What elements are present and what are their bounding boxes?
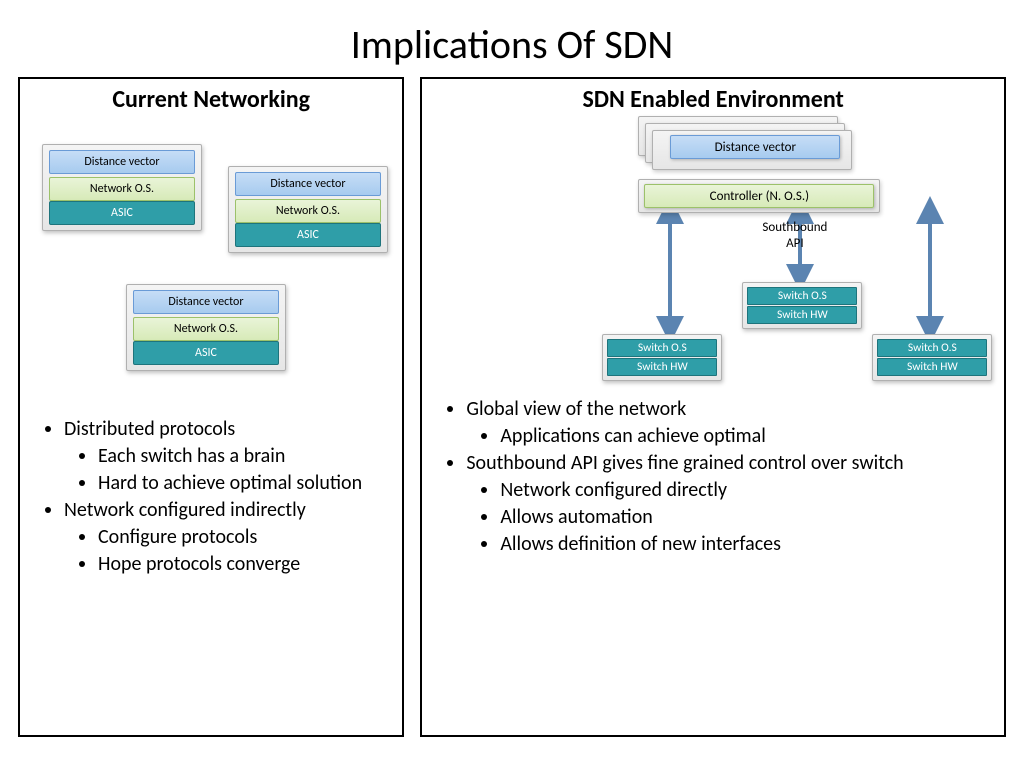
dv-pill: Distance vector	[670, 135, 840, 159]
bullet: Distributed protocolsEach switch has a b…	[64, 416, 392, 497]
dv-row: Distance vector	[235, 172, 381, 196]
sw-hw: Switch HW	[607, 358, 717, 376]
left-diagram: Distance vectorNetwork O.S.ASICDistance …	[30, 126, 392, 416]
sw-hw: Switch HW	[747, 306, 857, 324]
sw-os: Switch O.S	[607, 339, 717, 357]
asic-row: ASIC	[49, 201, 195, 225]
controller-bar: Controller (N. O.S.)	[644, 184, 874, 208]
left-bullets: Distributed protocolsEach switch has a b…	[30, 416, 392, 578]
sw-hw: Switch HW	[877, 358, 987, 376]
sw-os: Switch O.S	[877, 339, 987, 357]
right-bullets: Global view of the networkApplications c…	[432, 396, 994, 558]
sub-bullet: Each switch has a brain	[98, 443, 392, 470]
sub-bullet: Configure protocols	[98, 524, 392, 551]
switch-box: Switch O.SSwitch HW	[872, 334, 992, 381]
left-title: Current Networking	[30, 85, 392, 114]
switch-stack: Distance vector Network O.S.ASIC	[42, 144, 202, 231]
right-panel: SDN Enabled Environment Distance vector C…	[420, 77, 1006, 737]
right-diagram: Distance vector Controller (N. O.S.) South…	[432, 126, 994, 396]
dv-row: Distance vector	[133, 290, 279, 314]
switch-box: Switch O.SSwitch HW	[602, 334, 722, 381]
nos-row: Network O.S.	[235, 199, 381, 223]
nos-row: Network O.S.	[49, 177, 195, 201]
sub-bullet: Allows automation	[500, 504, 994, 531]
bullet: Network configured indirectlyConfigure p…	[64, 497, 392, 578]
switch-stack: Distance vector Network O.S.ASIC	[228, 166, 388, 253]
columns: Current Networking Distance vector Networ…	[0, 77, 1024, 737]
switch-box: Switch O.SSwitch HW	[742, 282, 862, 329]
asic-row: ASIC	[133, 341, 279, 365]
nos-row: Network O.S.	[133, 317, 279, 341]
left-panel: Current Networking Distance vector Networ…	[18, 77, 404, 737]
sub-bullet: Hard to achieve optimal solution	[98, 470, 392, 497]
slide-title: Implications Of SDN	[0, 0, 1024, 77]
sub-bullet: Network configured directly	[500, 477, 994, 504]
sub-bullet: Allows definition of new interfaces	[500, 531, 994, 558]
bullet: Global view of the networkApplications c…	[466, 396, 994, 450]
asic-row: ASIC	[235, 223, 381, 247]
sub-bullet: Hope protocols converge	[98, 551, 392, 578]
api-label: SouthboundAPI	[762, 220, 827, 251]
right-title: SDN Enabled Environment	[432, 85, 994, 114]
switch-stack: Distance vector Network O.S.ASIC	[126, 284, 286, 371]
bullet: Southbound API gives fine grained contro…	[466, 450, 994, 558]
dv-row: Distance vector	[49, 150, 195, 174]
sub-bullet: Applications can achieve optimal	[500, 423, 994, 450]
sw-os: Switch O.S	[747, 287, 857, 305]
